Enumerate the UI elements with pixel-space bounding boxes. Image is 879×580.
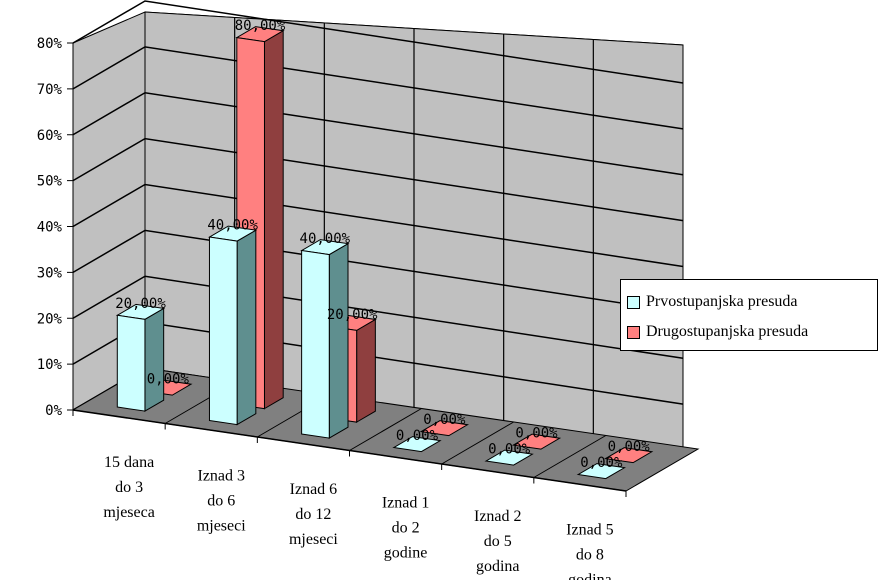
legend-item-series-2: Drugostupanjska presuda: [627, 317, 877, 347]
bar-series-1-cat-3: [300, 239, 350, 439]
legend-swatch-series-1: [627, 295, 640, 309]
data-label-series-1-cat-5: 0,00%: [488, 442, 531, 458]
y-tick-label: 10%: [37, 357, 63, 373]
floor-divider: [533, 435, 607, 478]
bar-series-2-cat-6: [604, 447, 654, 464]
x-category-label-line: do 3: [115, 479, 143, 496]
x-category-label: Iznad 3 do 6 mjeseci: [197, 467, 246, 534]
x-category-label-line: do 6: [207, 492, 235, 509]
x-category-label-line: mjeseca: [103, 504, 155, 521]
x-category-label-line: do 12: [295, 506, 331, 523]
x-category-label-line: Iznad 2: [474, 508, 522, 525]
x-category-label-line: godina: [476, 558, 520, 575]
chart-bars: [115, 26, 654, 480]
bar-series-2-cat-5: [511, 433, 562, 450]
x-category-label-line: do 2: [392, 519, 420, 536]
x-category-label-line: Iznad 6: [290, 481, 338, 498]
data-label-series-1-cat-2: 40,00%: [207, 218, 258, 234]
bar-front-face: [301, 249, 330, 439]
x-category-label: 15 dana do 3 mjeseca: [103, 454, 155, 521]
bar-series-1-cat-4: [392, 436, 442, 453]
floor-divider: [349, 408, 422, 451]
bar-series-1-cat-1: [115, 303, 166, 412]
x-category-label-line: do 5: [484, 533, 512, 550]
legend-swatch-series-2: [627, 325, 640, 339]
bar-side-face: [263, 29, 284, 410]
x-category-label: Iznad 1 do 2 godine: [382, 494, 430, 561]
x-category-label-line: mjeseci: [197, 517, 246, 534]
bar-series-1-cat-2: [207, 225, 258, 426]
x-category-label-line: Iznad 5: [566, 521, 614, 538]
y-tick-label: 70%: [37, 82, 63, 98]
bar-front-face: [208, 236, 238, 426]
bar-side-face: [356, 318, 376, 423]
data-label-series-2-cat-1: 0,00%: [147, 372, 190, 388]
data-label-series-1-cat-4: 0,00%: [396, 428, 439, 444]
x-category-label-line: 15 dana: [104, 454, 154, 471]
bar-series-1-cat-5: [484, 449, 534, 466]
data-label-series-1-cat-1: 20,00%: [115, 296, 166, 312]
data-label-series-2-cat-3: 20,00%: [327, 307, 378, 323]
x-category-label: Iznad 6 do 12 mjeseci: [289, 481, 338, 548]
bar-side-face: [328, 242, 349, 439]
y-tick-label: 50%: [37, 174, 63, 190]
legend-label-series-2: Drugostupanjska presuda: [646, 323, 809, 340]
data-label-series-2-cat-4: 0,00%: [423, 412, 466, 428]
legend-item-series-1: Prvostupanjska presuda: [627, 287, 877, 317]
x-category-label: Iznad 5 do 8 godina: [566, 521, 614, 580]
data-label-series-1-cat-6: 0,00%: [580, 455, 623, 471]
x-category-label: Iznad 2 do 5 godina: [474, 508, 522, 575]
y-tick-label: 30%: [37, 265, 63, 281]
y-axis-ticks: 0% 10% 20% 30% 40% 50% 60% 70% 80%: [37, 36, 73, 419]
x-category-label-line: godina: [568, 571, 612, 580]
y-tick-label: 80%: [37, 36, 63, 52]
legend: Prvostupanjska presuda Drugostupanjska p…: [620, 279, 878, 351]
x-category-label-line: godine: [384, 544, 428, 561]
data-labels: 0,00%80,00%20,00%0,00%0,00%0,00%20,00%40…: [115, 18, 650, 471]
bar-side-face: [144, 307, 165, 412]
legend-label-series-1: Prvostupanjska presuda: [646, 293, 798, 310]
x-category-label-line: mjeseci: [289, 531, 338, 548]
data-label-series-2-cat-6: 0,00%: [608, 439, 651, 455]
data-label-series-2-cat-5: 0,00%: [515, 426, 558, 442]
x-category-label-line: Iznad 1: [382, 494, 430, 511]
data-label-series-1-cat-3: 40,00%: [300, 231, 351, 247]
y-tick-label: 20%: [37, 311, 63, 327]
y-tick-label: 60%: [37, 128, 63, 144]
x-category-label-line: Iznad 3: [197, 467, 245, 484]
chart-gridlines: [72, 0, 684, 451]
bar-series-1-cat-6: [576, 463, 626, 480]
bar-series-2-cat-4: [419, 420, 470, 437]
bar-front-face: [116, 314, 146, 412]
data-label-series-2-cat-2: 80,00%: [235, 18, 286, 34]
floor-divider: [441, 421, 514, 465]
x-category-label-line: do 8: [576, 546, 604, 563]
y-tick-label: 0%: [45, 403, 62, 419]
bar-side-face: [236, 229, 257, 426]
y-tick-label: 40%: [37, 220, 63, 236]
